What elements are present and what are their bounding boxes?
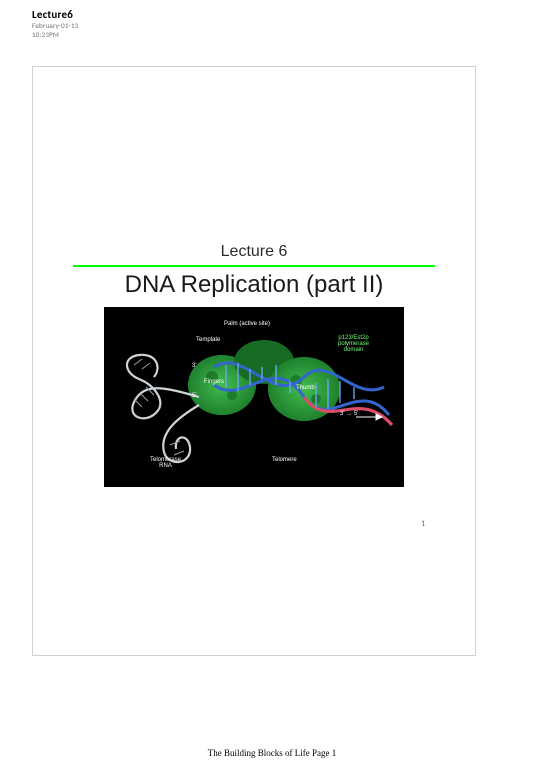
rna-strand bbox=[127, 355, 199, 462]
note-date: February-01-13 bbox=[32, 21, 79, 30]
diagram-svg bbox=[104, 307, 404, 487]
slide-title: DNA Replication (part II) bbox=[33, 271, 475, 299]
slide-number: 1 bbox=[421, 519, 425, 529]
slide-content: Lecture 6 DNA Replication (part II) bbox=[33, 237, 475, 487]
label-thumb: Thumb bbox=[296, 385, 315, 391]
lecture-label: Lecture 6 bbox=[33, 243, 475, 261]
label-palm: Palm (active site) bbox=[224, 321, 270, 327]
rule-top bbox=[73, 265, 435, 267]
slide-frame: Lecture 6 DNA Replication (part II) bbox=[32, 66, 476, 656]
page-footer: The Building Blocks of Life Page 1 bbox=[0, 748, 544, 758]
note-time: 10:23PM bbox=[32, 30, 79, 39]
label-template: Template bbox=[196, 337, 220, 343]
label-domain: p123/Est2p polymerase domain bbox=[338, 335, 369, 353]
note-title: Lecture6 bbox=[32, 8, 79, 21]
label-fingers: Fingers bbox=[204, 379, 224, 385]
page: Lecture6 February-01-13 10:23PM Lecture … bbox=[0, 0, 544, 770]
note-header: Lecture6 February-01-13 10:23PM bbox=[32, 8, 79, 39]
label-arrow: 3' → 5' bbox=[340, 411, 358, 417]
label-5prime-a: 5' bbox=[192, 393, 196, 399]
label-3prime: 3' bbox=[192, 363, 196, 369]
label-telomerase-rna: Telomerase RNA bbox=[150, 457, 181, 469]
label-telomere: Telomere bbox=[272, 457, 297, 463]
telomerase-diagram: Palm (active site) Template Fingers Thum… bbox=[104, 307, 404, 487]
